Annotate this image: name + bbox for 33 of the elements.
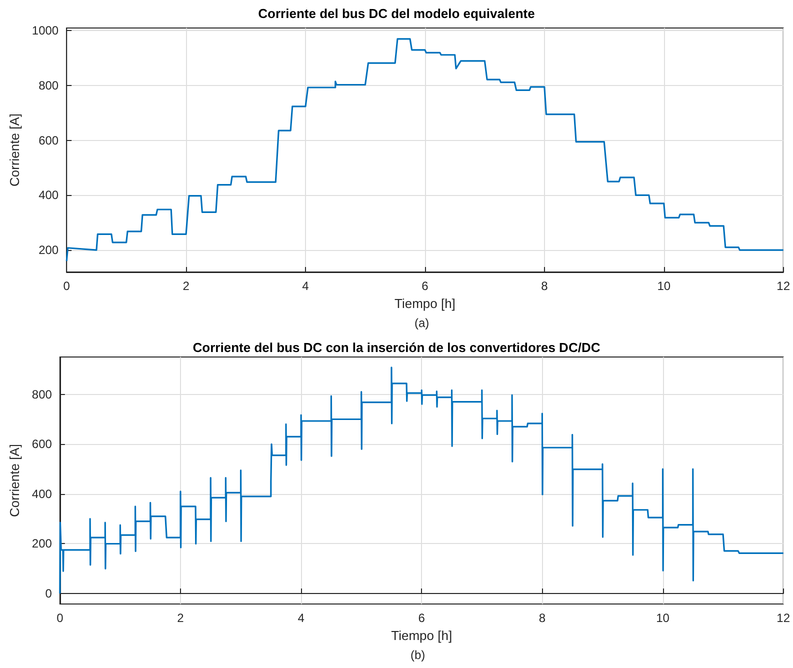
y-tick-label: 200 (38, 243, 59, 258)
x-axis-title: Tiempo [h] (394, 296, 456, 311)
x-tick-label: 8 (538, 611, 546, 625)
y-tick-label: 0 (45, 586, 52, 601)
y-tick-label: 400 (32, 486, 52, 501)
x-tick-label: 12 (776, 611, 790, 625)
line-series (59, 366, 784, 594)
x-tick-label: 2 (182, 279, 190, 293)
chart-title: Corriente del bus DC del modelo equivalente (258, 6, 535, 21)
y-axis-title: Corriente [A] (7, 114, 22, 186)
x-tick-label: 8 (541, 279, 548, 293)
x-axis-title: Tiempo [h] (391, 628, 452, 643)
y-axis-title: Corriente [A] (7, 444, 22, 517)
y-tick-label: 600 (38, 133, 59, 148)
y-tick-label: 800 (38, 78, 59, 93)
chart-title: Corriente del bus DC con la inserción de los convertidores DC/DC (192, 340, 601, 355)
x-tick-label: 10 (657, 279, 671, 293)
x-tick-label: 4 (302, 279, 310, 293)
y-tick-label: 600 (32, 437, 52, 452)
line-series (66, 38, 784, 262)
y-tick-label: 800 (32, 387, 52, 402)
x-tick-label: 4 (298, 611, 305, 625)
y-tick-label: 400 (38, 188, 59, 202)
text: (b) (410, 648, 426, 662)
x-tick-label: 6 (422, 279, 429, 293)
x-tick-label: 2 (177, 611, 184, 625)
x-tick-label: 6 (418, 611, 426, 625)
y-tick-label: 200 (32, 536, 52, 551)
text: (a) (414, 316, 430, 330)
y-tick-label: 1000 (32, 24, 59, 38)
x-tick-label: 12 (776, 279, 790, 293)
x-tick-label: 10 (656, 611, 670, 625)
x-tick-label: 0 (63, 279, 70, 293)
